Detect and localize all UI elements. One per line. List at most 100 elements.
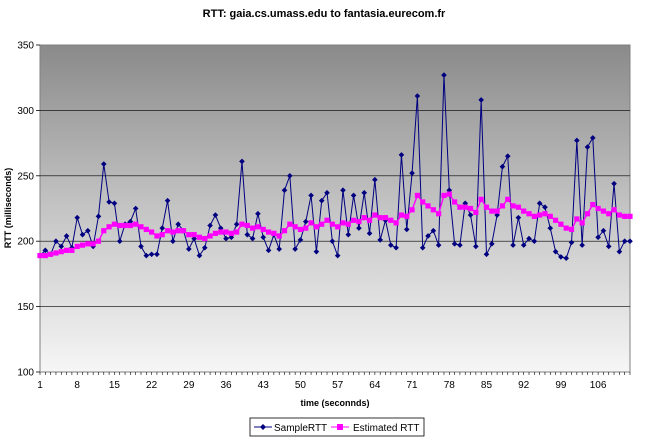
data-point (611, 180, 617, 187)
data-point (372, 212, 378, 218)
series-line (39, 75, 630, 259)
data-point (361, 215, 367, 221)
data-point (218, 229, 224, 235)
data-point (95, 213, 102, 220)
data-point (356, 218, 362, 225)
data-point (382, 215, 389, 221)
data-point (308, 220, 314, 226)
data-point (483, 204, 490, 210)
data-point (510, 203, 516, 209)
data-point (377, 215, 383, 221)
chart-title: RTT: gaia.cs.umass.edu to fantasia.eurec… (203, 8, 446, 20)
data-point (302, 218, 309, 225)
y-tick-label: 150 (17, 302, 34, 313)
data-point (143, 226, 149, 233)
data-point (526, 211, 532, 217)
data-point (79, 242, 86, 248)
data-point (74, 243, 80, 250)
data-point (451, 241, 458, 247)
data-point (79, 231, 86, 238)
data-point (324, 190, 330, 196)
x-tick-label: 8 (74, 380, 80, 391)
data-point (621, 238, 628, 244)
data-point (366, 230, 373, 237)
data-point (552, 217, 559, 223)
data-point (318, 197, 325, 204)
data-point (627, 213, 633, 219)
data-point (563, 255, 570, 262)
data-point (37, 252, 43, 259)
plot-area (39, 44, 631, 373)
data-point (600, 227, 607, 234)
data-point (616, 212, 622, 218)
data-point (196, 252, 203, 259)
data-point (244, 222, 250, 229)
data-point (255, 210, 261, 217)
data-point (393, 220, 399, 226)
data-point (372, 176, 378, 183)
data-point (233, 221, 240, 227)
data-point (159, 232, 165, 238)
data-point (622, 213, 628, 219)
data-point (398, 152, 405, 158)
data-point (531, 213, 537, 219)
data-point (563, 225, 569, 231)
data-point (419, 244, 426, 251)
data-point (451, 199, 458, 205)
data-point (388, 242, 394, 248)
data-point (111, 200, 118, 207)
data-point (287, 173, 293, 179)
data-point (95, 238, 102, 244)
x-tick-label: 71 (407, 380, 419, 391)
data-point (393, 244, 399, 251)
data-point (159, 225, 166, 231)
x-tick-label: 85 (481, 380, 493, 391)
data-point (85, 241, 91, 247)
data-point (457, 242, 463, 248)
data-point (398, 212, 405, 218)
data-point (48, 251, 54, 257)
data-point (388, 217, 394, 223)
data-point (478, 196, 484, 202)
data-point (74, 214, 81, 221)
y-axis-label: RTT (milliseconds) (3, 168, 13, 249)
legend: SampleRTT Estimated RTT (249, 417, 425, 437)
data-point (324, 217, 330, 223)
data-point (191, 235, 197, 242)
data-point (568, 226, 575, 233)
data-point (473, 243, 479, 250)
data-point (361, 190, 368, 196)
data-point (558, 221, 564, 227)
y-tick-label: 300 (17, 106, 34, 117)
data-point (138, 243, 144, 250)
data-point (63, 233, 70, 239)
data-point (462, 204, 468, 210)
x-tick-label: 29 (183, 380, 195, 391)
data-point (489, 241, 495, 247)
data-point (90, 241, 96, 247)
data-point (249, 235, 256, 242)
data-point (606, 211, 612, 217)
data-point (170, 238, 176, 244)
data-point (313, 224, 319, 230)
data-point (132, 205, 139, 212)
data-point (106, 224, 112, 230)
data-point (334, 252, 341, 259)
data-point (403, 226, 410, 233)
data-point (584, 211, 591, 217)
legend-marker-estimated-icon (337, 424, 343, 430)
data-point (542, 204, 548, 210)
y-axis-ticks: 100 150 200 250 300 350 (17, 41, 40, 379)
legend-label-estimated: Estimated RTT (353, 423, 420, 434)
data-point (228, 230, 234, 236)
data-point (340, 187, 346, 193)
data-point (90, 243, 96, 250)
data-point (201, 244, 208, 251)
data-point (69, 247, 75, 253)
data-point (143, 252, 150, 259)
data-point (148, 251, 155, 258)
data-point (164, 228, 171, 234)
data-point (494, 208, 500, 214)
data-point (297, 226, 304, 233)
x-tick-label: 78 (444, 380, 456, 391)
